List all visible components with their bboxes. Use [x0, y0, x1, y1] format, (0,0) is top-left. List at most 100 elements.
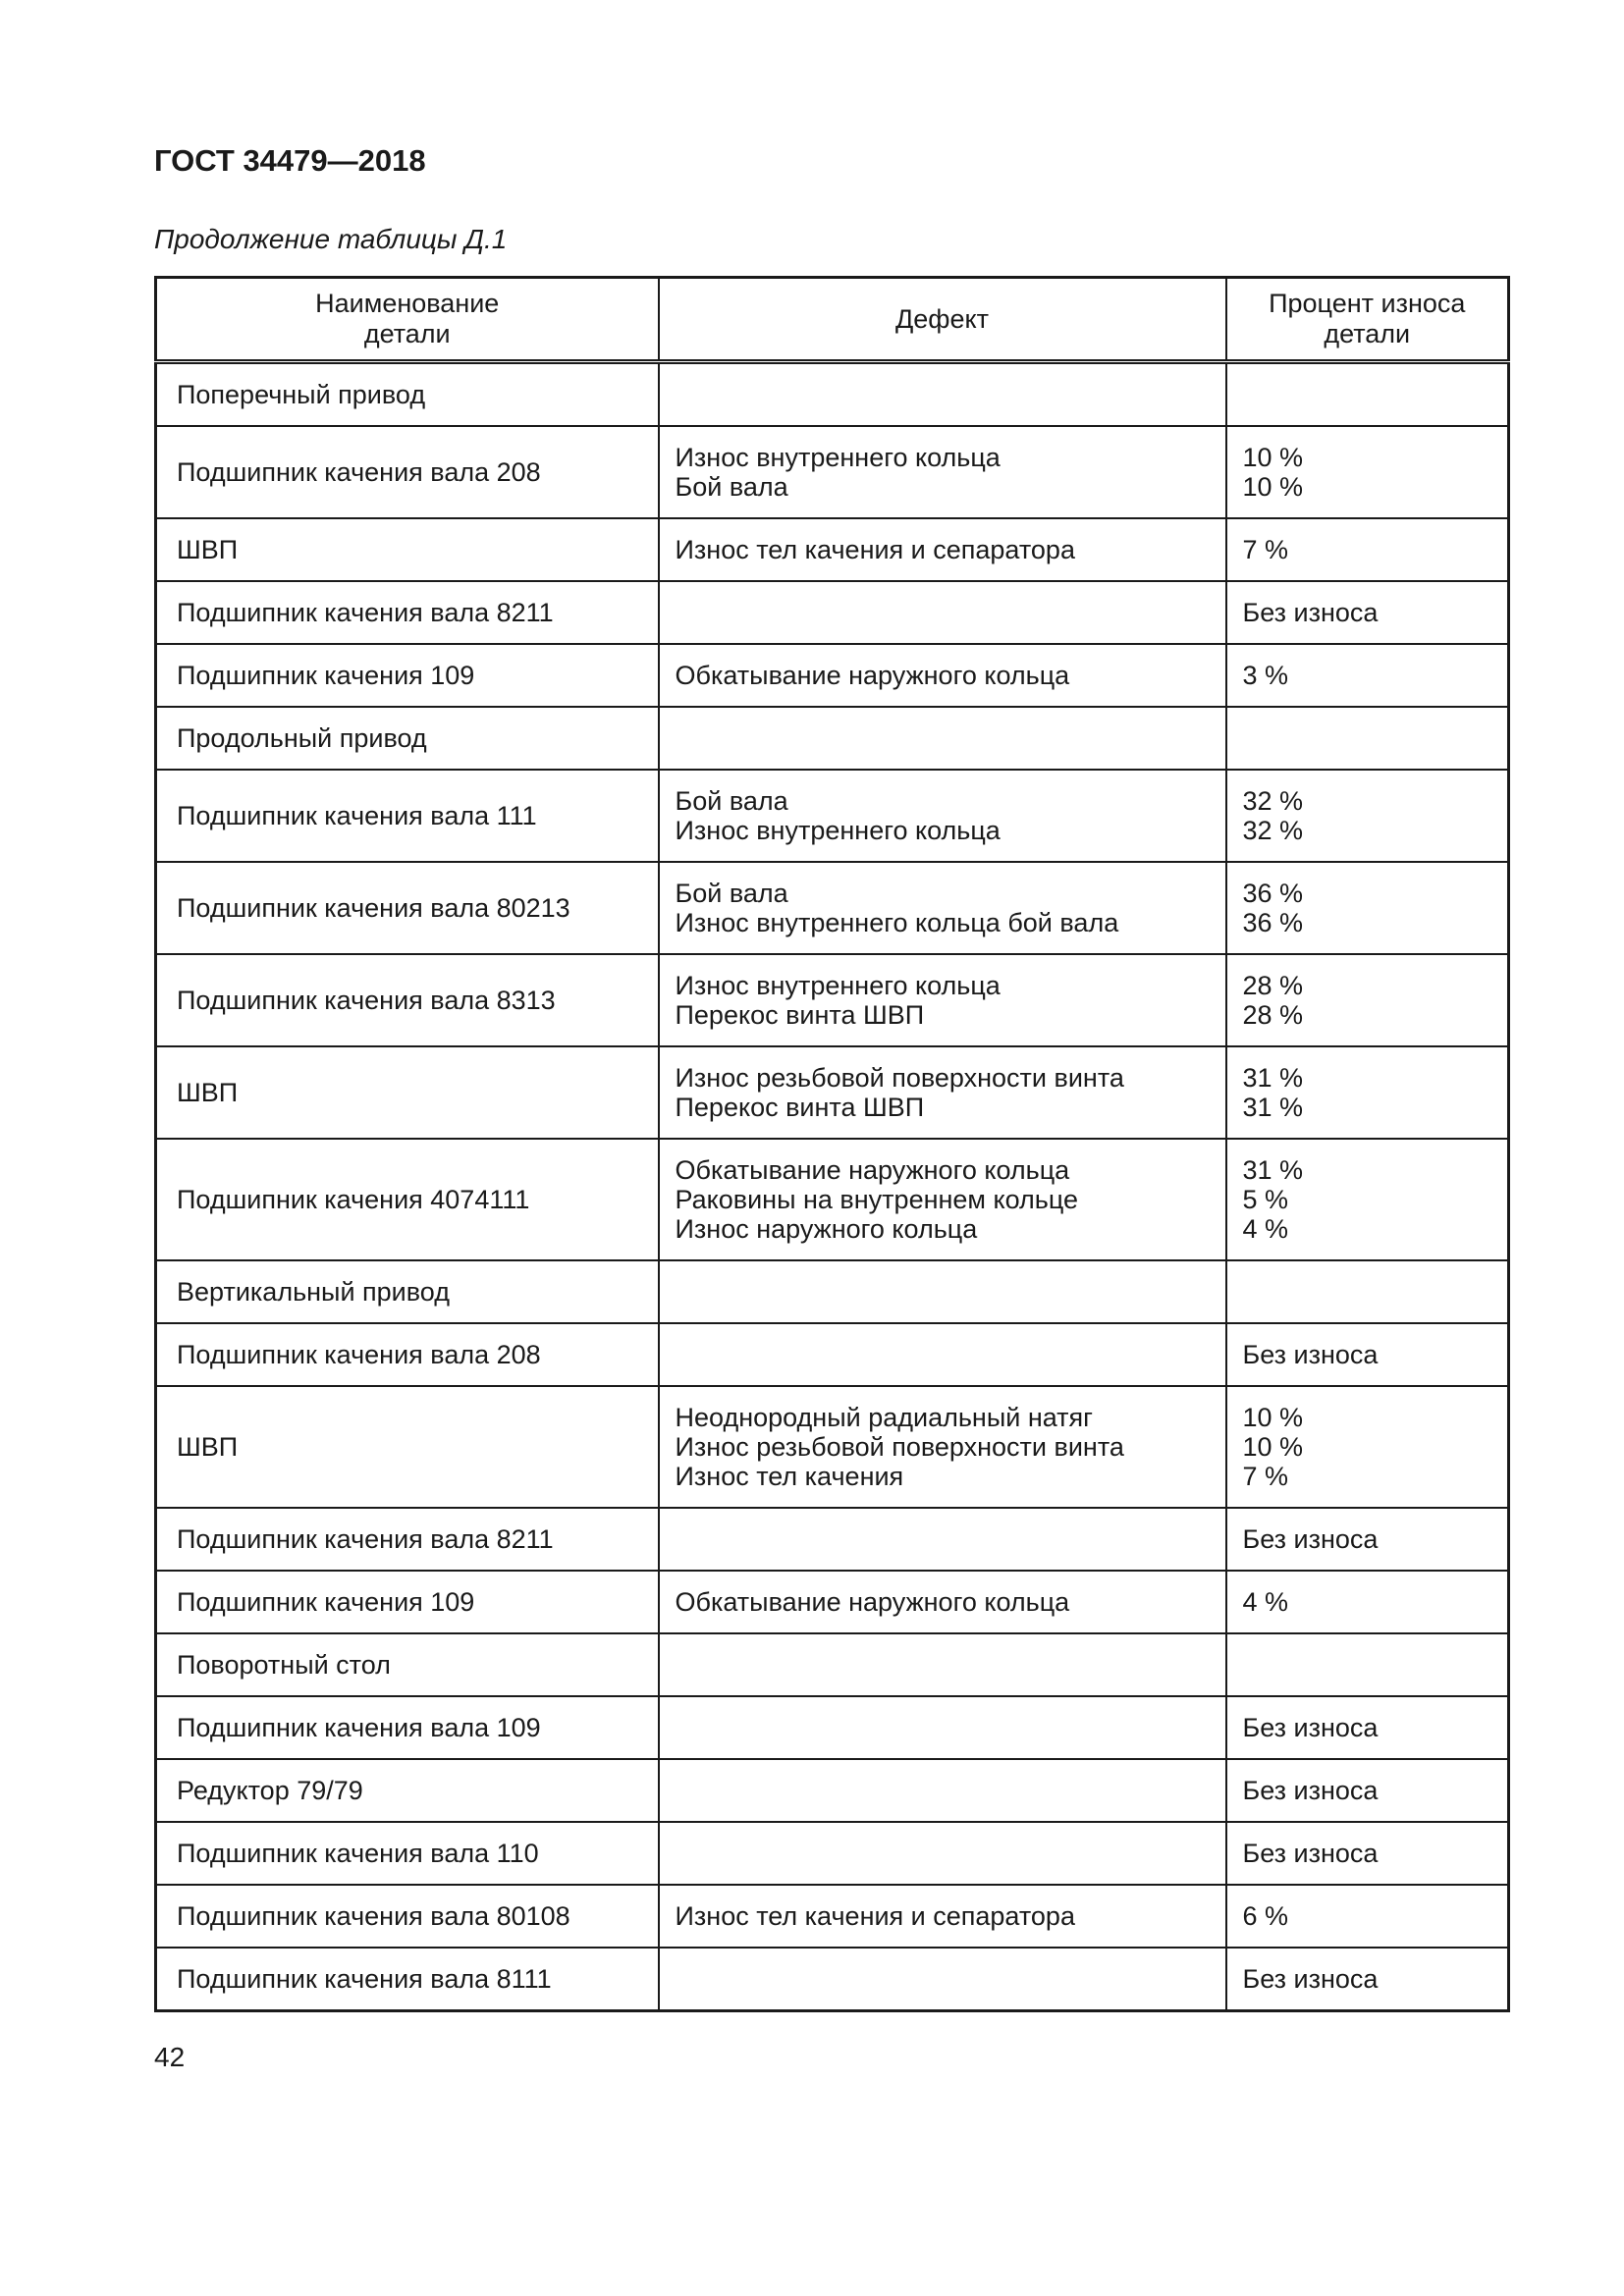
table-row: Подшипник качения вала 109 Без износа: [154, 1695, 1510, 1760]
part-name-cell: Подшипник качения вала 110: [154, 1821, 660, 1886]
cell-line: Перекос винта ШВП: [675, 1000, 925, 1030]
table-row: ШВП Неоднородный радиальный натяг Износ ре…: [154, 1385, 1510, 1509]
wear-percent-cell: 36 % 36 %: [1224, 861, 1510, 955]
table-row: Подшипник качения вала 110 Без износа: [154, 1821, 1510, 1886]
table-row: Подшипник качения вала 80108 Износ тел ка…: [154, 1884, 1510, 1949]
wear-table-header: Наименование детали Дефект Процент износ…: [154, 276, 1510, 364]
cell-line: Перекос винта ШВП: [675, 1093, 925, 1122]
cell-line: 10 %: [1242, 1432, 1304, 1462]
part-name-cell: ШВП: [154, 1385, 660, 1509]
col-header-wear-percent: Процент износа детали: [1224, 276, 1510, 364]
part-name-cell: Продольный привод: [154, 706, 660, 771]
cell-line: Без износа: [1242, 1776, 1379, 1805]
defect-cell: Износ внутреннего кольца Бой вала: [657, 425, 1227, 519]
cell-line: Без износа: [1242, 1839, 1379, 1868]
part-name-cell: Подшипник качения вала 8111: [154, 1947, 660, 2012]
defect-cell: Обкатывание наружного кольца: [657, 643, 1227, 708]
defect-cell: [657, 580, 1227, 645]
table-row: Подшипник качения вала 208 Износ внутренн…: [154, 425, 1510, 519]
defect-cell: Обкатывание наружного кольца Раковины на …: [657, 1138, 1227, 1261]
cell-line: Без износа: [1242, 1713, 1379, 1742]
table-row: Подшипник качения 4074111 Обкатывание нар…: [154, 1138, 1510, 1261]
defect-cell: [657, 1632, 1227, 1697]
defect-cell: [657, 1947, 1227, 2012]
cell-line: Износ тел качения и сепаратора: [675, 1901, 1075, 1931]
header-row: Наименование детали Дефект Процент износ…: [154, 276, 1510, 364]
col-header-defect: Дефект: [657, 276, 1227, 364]
wear-percent-cell: 28 % 28 %: [1224, 953, 1510, 1047]
cell-line: Износ внутреннего кольца: [675, 816, 1001, 845]
part-name-cell: Подшипник качения 4074111: [154, 1138, 660, 1261]
cell-line: 32 %: [1242, 786, 1304, 816]
part-name-cell: Подшипник качения вала 80108: [154, 1884, 660, 1949]
table-row: Поперечный привод: [154, 360, 1510, 427]
part-name-cell: Поперечный привод: [154, 360, 660, 427]
table-row: Вертикальный привод: [154, 1259, 1510, 1324]
defect-cell: [657, 1821, 1227, 1886]
defect-cell: Бой вала Износ внутреннего кольца: [657, 769, 1227, 863]
table-row: Подшипник качения вала 111 Бой вала Износ …: [154, 769, 1510, 863]
table-row: Подшипник качения 109 Обкатывание наружно…: [154, 643, 1510, 708]
cell-line: Обкатывание наружного кольца: [675, 1587, 1070, 1617]
cell-line: 31 %: [1242, 1155, 1304, 1185]
page-content: ГОСТ 34479—2018 Продолжение таблицы Д.1 …: [154, 0, 1510, 2073]
part-name-cell: Подшипник качения вала 8211: [154, 580, 660, 645]
defect-cell: Бой вала Износ внутреннего кольца бой вал…: [657, 861, 1227, 955]
wear-percent-cell: Без износа: [1224, 1322, 1510, 1387]
table-row: Подшипник качения вала 8111 Без износа: [154, 1947, 1510, 2012]
table-row: Подшипник качения 109 Обкатывание наружно…: [154, 1570, 1510, 1634]
cell-line: Неоднородный радиальный натяг: [675, 1403, 1094, 1432]
cell-line: 28 %: [1242, 1000, 1304, 1030]
part-name-cell: Подшипник качения вала 80213: [154, 861, 660, 955]
cell-line: Бой вала: [675, 786, 788, 816]
defect-cell: [657, 360, 1227, 427]
part-name-cell: ШВП: [154, 517, 660, 582]
wear-percent-cell: 32 % 32 %: [1224, 769, 1510, 863]
wear-percent-cell: 4 %: [1224, 1570, 1510, 1634]
cell-line: 36 %: [1242, 879, 1304, 908]
table-row: Подшипник качения вала 8211 Без износа: [154, 580, 1510, 645]
part-name-cell: Подшипник качения вала 208: [154, 425, 660, 519]
wear-percent-cell: Без износа: [1224, 580, 1510, 645]
cell-line: Раковины на внутреннем кольце: [675, 1185, 1079, 1214]
wear-percent-cell: Без износа: [1224, 1507, 1510, 1572]
part-name-cell: Поворотный стол: [154, 1632, 660, 1697]
table-row: ШВП Износ тел качения и сепаратора 7 %: [154, 517, 1510, 582]
cell-line: Без износа: [1242, 598, 1379, 627]
table-row: Подшипник качения вала 208 Без износа: [154, 1322, 1510, 1387]
cell-line: Обкатывание наружного кольца: [675, 661, 1070, 690]
part-name-cell: Подшипник качения вала 8211: [154, 1507, 660, 1572]
wear-percent-cell: 6 %: [1224, 1884, 1510, 1949]
wear-percent-cell: [1224, 1632, 1510, 1697]
wear-percent-cell: Без износа: [1224, 1821, 1510, 1886]
defect-cell: Неоднородный радиальный натяг Износ резьб…: [657, 1385, 1227, 1509]
wear-percent-cell: 3 %: [1224, 643, 1510, 708]
part-name-cell: Подшипник качения вала 109: [154, 1695, 660, 1760]
cell-line: Бой вала: [675, 879, 788, 908]
cell-line: Износ внутреннего кольца: [675, 443, 1001, 472]
cell-line: 10 %: [1242, 472, 1304, 502]
cell-line: Бой вала: [675, 472, 788, 502]
cell-line: 36 %: [1242, 908, 1304, 937]
defect-cell: Износ внутреннего кольца Перекос винта ШВ…: [657, 953, 1227, 1047]
cell-line: 7 %: [1242, 535, 1289, 564]
cell-line: 31 %: [1242, 1093, 1304, 1122]
wear-percent-cell: Без износа: [1224, 1758, 1510, 1823]
part-name-cell: Подшипник качения вала 111: [154, 769, 660, 863]
part-name-cell: Редуктор 79/79: [154, 1758, 660, 1823]
cell-line: Износ внутреннего кольца бой вала: [675, 908, 1119, 937]
defect-cell: Обкатывание наружного кольца: [657, 1570, 1227, 1634]
cell-line: 32 %: [1242, 816, 1304, 845]
cell-line: 6 %: [1242, 1901, 1289, 1931]
cell-line: Износ внутреннего кольца: [675, 971, 1001, 1000]
defect-cell: [657, 1758, 1227, 1823]
wear-percent-cell: [1224, 706, 1510, 771]
wear-percent-cell: 10 % 10 %: [1224, 425, 1510, 519]
cell-line: 4 %: [1242, 1587, 1289, 1617]
table-row: Поворотный стол: [154, 1632, 1510, 1697]
doc-number: ГОСТ 34479—2018: [154, 143, 426, 178]
cell-line: 10 %: [1242, 1403, 1304, 1432]
cell-line: 5 %: [1242, 1185, 1289, 1214]
defect-cell: [657, 1507, 1227, 1572]
wear-percent-cell: Без износа: [1224, 1695, 1510, 1760]
